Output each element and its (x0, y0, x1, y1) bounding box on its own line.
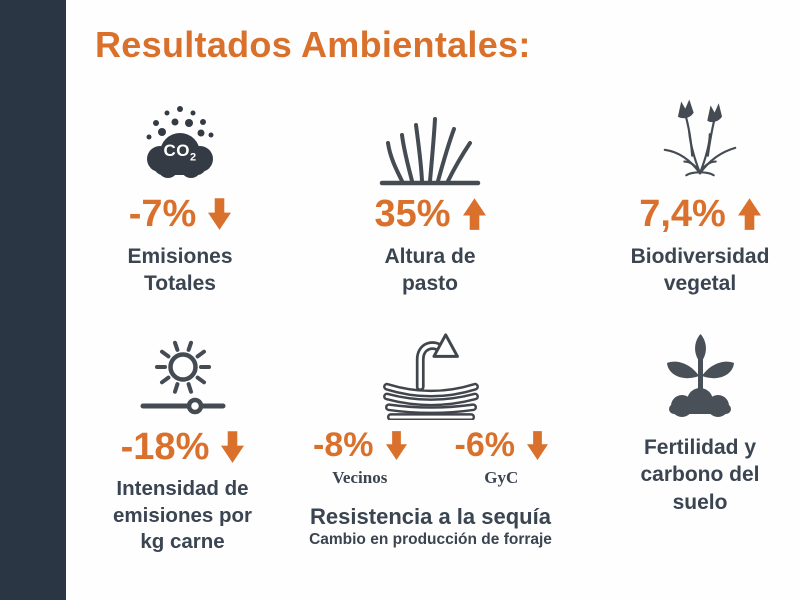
stat-row: 7,4% (600, 195, 800, 233)
trend-down-arrow-icon (526, 430, 548, 460)
stat-value: -6% (454, 426, 515, 464)
trend-up-arrow-icon (737, 198, 761, 230)
metric-label: Resistencia a la sequía (310, 504, 551, 529)
metric-card-intensidad-emisiones: -18% Intensidad de emisiones por kg carn… (75, 328, 290, 556)
stat-group-vecinos: -8% Vecinos (313, 426, 407, 488)
stat-sub-label: Vecinos (332, 468, 388, 487)
stat-value: 35% (374, 193, 451, 235)
metric-label: Altura de pasto (384, 245, 476, 296)
stats-duo: -8% Vecinos -6% GyC (288, 428, 573, 488)
trend-down-arrow-icon (385, 430, 407, 460)
stat-value: -8% (313, 426, 374, 464)
co2-label: CO2 (163, 141, 197, 164)
metric-card-resistencia-sequia: -8% Vecinos -6% GyC Resistencia a la seq… (288, 328, 573, 549)
metric-sublabel: Cambio en producción de forraje (309, 531, 552, 548)
metric-card-emisiones-totales: CO2 -7% Emisiones Totales (80, 95, 280, 298)
metric-label: Biodiversidad vegetal (630, 245, 770, 296)
rebound-layers-icon (288, 328, 573, 420)
sprout-icon (600, 328, 800, 420)
metric-card-biodiversidad-vegetal: 7,4% Biodiversidad vegetal (600, 95, 800, 298)
wildflowers-icon (600, 95, 800, 187)
metric-label: Intensidad de emisiones por kg carne (113, 477, 252, 554)
co2-cloud-icon: CO2 (80, 95, 280, 187)
sidebar-accent-bar (0, 0, 66, 600)
sun-dimmer-icon (75, 328, 290, 420)
stat-group-gyc: -6% GyC (455, 428, 548, 488)
metric-card-altura-de-pasto: 35% Altura de pasto (330, 95, 530, 298)
metric-label: Fertilidad y carbono del suelo (640, 436, 760, 514)
trend-down-arrow-icon (221, 431, 245, 463)
stat-value: -18% (120, 426, 210, 468)
slide-title: Resultados Ambientales: (95, 24, 531, 65)
trend-up-arrow-icon (462, 198, 486, 230)
stat-row: -18% (75, 428, 290, 466)
stat-row: -7% (80, 195, 280, 233)
metric-card-fertilidad-suelo: Fertilidad y carbono del suelo (600, 328, 800, 516)
metric-label: Emisiones Totales (127, 245, 233, 296)
stat-value: -7% (128, 193, 197, 235)
trend-down-arrow-icon (208, 198, 232, 230)
grass-icon (330, 95, 530, 187)
stat-sub-label: GyC (484, 468, 519, 487)
stat-row: 35% (330, 195, 530, 233)
stat-value: 7,4% (639, 193, 726, 235)
